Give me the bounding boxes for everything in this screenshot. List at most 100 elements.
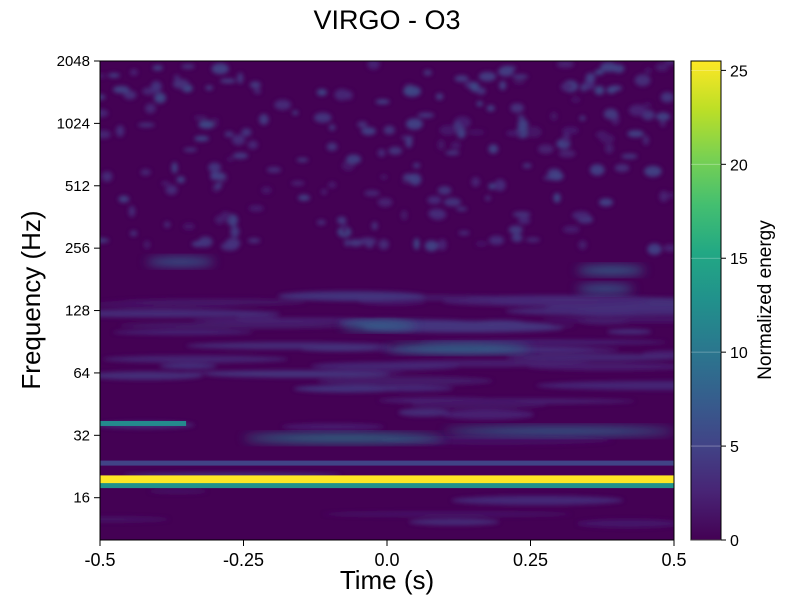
noise-speckle — [100, 130, 111, 139]
noise-speckle — [423, 69, 432, 76]
noise-speckle — [659, 190, 669, 202]
noise-speckle — [594, 85, 605, 95]
noise-speckle — [642, 135, 650, 146]
noise-speckle — [208, 162, 222, 173]
noise-streak — [192, 317, 393, 323]
noise-speckle — [497, 66, 514, 77]
noise-speckle — [443, 197, 462, 207]
noise-streak — [149, 489, 207, 494]
noise-speckle — [367, 61, 380, 70]
noise-streak — [293, 385, 399, 393]
noise-speckle — [428, 208, 446, 219]
noise-speckle — [361, 127, 376, 136]
noise-speckle — [258, 113, 269, 125]
noise-speckle — [612, 64, 625, 74]
noise-speckle — [214, 182, 222, 189]
noise-speckle — [510, 103, 524, 113]
noise-streak — [418, 339, 667, 345]
noise-speckle — [405, 118, 423, 130]
noise-streak — [505, 306, 674, 316]
noise-speckle — [336, 216, 347, 225]
noise-speckle — [553, 192, 561, 203]
noise-streak — [119, 322, 354, 329]
noise-speckle — [232, 152, 249, 159]
noise-speckle — [377, 148, 386, 157]
noise-speckle — [183, 147, 198, 152]
noise-speckle — [198, 120, 216, 129]
noise-streak — [505, 353, 674, 361]
noise-speckle — [427, 196, 442, 205]
noise-speckle — [512, 74, 529, 79]
noise-speckle — [401, 210, 408, 221]
noise-speckle — [643, 102, 652, 108]
noise-speckle — [248, 205, 264, 212]
y-axis-label: Frequency (Hz) — [16, 210, 46, 389]
noise-speckle — [512, 211, 531, 218]
y-tick-label: 1024 — [57, 115, 90, 132]
x-tick-label: 0.5 — [661, 550, 686, 570]
noise-speckle — [525, 237, 541, 243]
noise-speckle — [346, 154, 362, 165]
energy-blob — [387, 344, 531, 353]
noise-speckle — [445, 150, 460, 156]
noise-speckle — [517, 115, 525, 120]
noise-speckle — [160, 181, 170, 186]
colorbar-ticks: 0 5 10 15 20 25 — [691, 63, 748, 550]
noise-speckle — [663, 244, 674, 252]
noise-speckle — [517, 216, 531, 225]
noise-speckle — [471, 177, 481, 187]
noise-speckle — [205, 85, 214, 91]
noise-speckle — [296, 157, 309, 162]
noise-streak — [100, 516, 169, 523]
noise-speckle — [261, 186, 272, 194]
colorbar-tick-label: 20 — [730, 157, 748, 174]
noise-speckle — [417, 112, 435, 118]
spectral-line — [100, 420, 187, 426]
noise-speckle — [100, 109, 109, 118]
noise-speckle — [163, 221, 171, 228]
noise-speckle — [328, 124, 336, 131]
noise-speckle — [424, 240, 439, 252]
noise-speckle — [297, 194, 311, 201]
noise-speckle — [388, 146, 403, 155]
noise-speckle — [241, 128, 252, 137]
noise-speckle — [140, 169, 151, 176]
noise-streak — [466, 295, 653, 302]
noise-speckle — [437, 186, 452, 195]
noise-speckle — [614, 163, 630, 172]
x-axis-label: Time (s) — [340, 565, 434, 595]
noise-speckle — [413, 238, 420, 250]
y-tick-label: 256 — [65, 240, 90, 257]
noise-speckle — [589, 164, 605, 176]
noise-speckle — [181, 64, 195, 70]
noise-speckle — [517, 119, 529, 130]
noise-speckle — [450, 141, 461, 150]
noise-streak — [123, 298, 306, 306]
noise-speckle — [556, 61, 575, 68]
noise-speckle — [118, 195, 130, 203]
colorbar: 0 5 10 15 20 25 Normalized energy — [690, 60, 776, 550]
noise-speckle — [571, 211, 590, 220]
noise-speckle — [550, 111, 558, 121]
plot-area — [100, 61, 674, 540]
noise-streak — [100, 371, 204, 380]
noise-speckle — [644, 165, 662, 177]
noise-speckle — [266, 166, 282, 173]
noise-speckle — [115, 125, 125, 137]
noise-speckle — [562, 131, 570, 144]
noise-speckle — [488, 144, 499, 154]
noise-speckle — [100, 73, 107, 79]
noise-speckle — [152, 64, 164, 71]
colorbar-tick-label: 15 — [730, 251, 748, 268]
noise-speckle — [316, 88, 328, 96]
noise-speckle — [558, 149, 576, 158]
y-axis-ticks: 16 32 64 128 256 512 1024 2048 — [57, 53, 100, 507]
noise-speckle — [375, 99, 390, 105]
y-tick-label: 128 — [65, 303, 90, 320]
noise-speckle — [292, 110, 299, 115]
energy-blob — [576, 284, 634, 293]
noise-speckle — [594, 69, 604, 76]
noise-speckle — [237, 72, 244, 84]
noise-speckle — [511, 233, 523, 243]
